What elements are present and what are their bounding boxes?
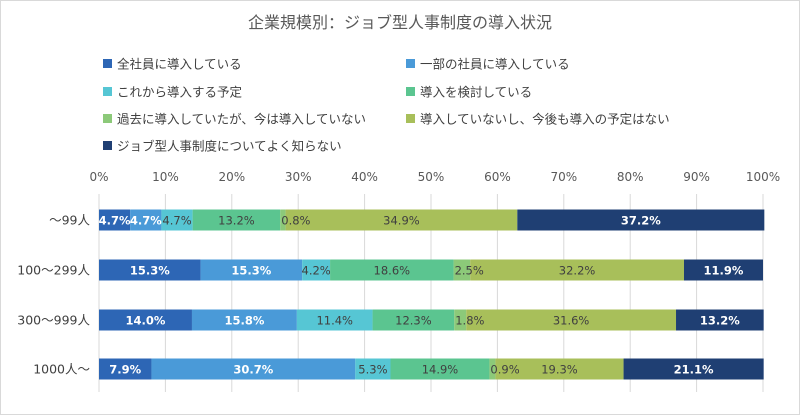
data-label: 15.3% <box>231 264 271 278</box>
x-tick-label: 100% <box>746 170 780 184</box>
data-label: 13.2% <box>700 314 740 328</box>
data-label: 15.3% <box>130 264 170 278</box>
legend-label: これから導入する予定 <box>117 85 242 100</box>
bar-segment <box>151 358 356 380</box>
bar-segment <box>453 259 471 281</box>
legend-swatch <box>406 114 415 123</box>
data-label: 21.1% <box>674 363 714 377</box>
data-label: 7.9% <box>109 363 141 377</box>
data-label: 14.9% <box>422 363 459 377</box>
category-label: 300〜999人 <box>17 313 90 328</box>
legend-swatch <box>103 59 112 68</box>
data-label: 11.9% <box>704 264 744 278</box>
data-label: 13.2% <box>218 214 255 228</box>
bar-segment <box>99 309 192 331</box>
legend-label: 過去に導入していたが、今は導入していない <box>117 112 366 127</box>
bar-segment <box>676 309 764 331</box>
x-tick-label: 70% <box>550 170 577 184</box>
x-tick-label: 60% <box>484 170 511 184</box>
data-label: 4.7% <box>99 214 131 228</box>
bar-segment <box>161 209 193 231</box>
bar-segment <box>191 309 297 331</box>
category-label: 1000人〜 <box>33 362 90 377</box>
x-tick-label: 40% <box>351 170 378 184</box>
bar-segment <box>130 209 162 231</box>
bar-segment <box>489 358 496 380</box>
bar-segment <box>99 209 131 231</box>
bar-segment <box>200 259 303 281</box>
data-labels: 4.7% 4.7% 4.7% 13.2% 0.8% 34.9% 37.2%15.3% 15.3… <box>99 214 744 377</box>
legend-swatch <box>103 114 112 123</box>
bar-segment <box>285 209 518 231</box>
x-tick-label: 80% <box>617 170 644 184</box>
data-label: 4.7% <box>130 214 162 228</box>
bar-segment <box>454 309 467 331</box>
legend-swatch <box>103 87 112 96</box>
data-label: 14.0% <box>126 314 166 328</box>
bar-segment <box>517 209 765 231</box>
data-label: 15.8% <box>224 314 264 328</box>
data-label: 30.7% <box>233 363 273 377</box>
chart-title: 企業規模別：ジョブ型人事制度の導入状況 <box>248 13 552 32</box>
y-axis-labels: 〜99人 100〜299人 300〜999人 1000人〜 <box>17 213 90 377</box>
category-label: 100〜299人 <box>17 263 90 278</box>
data-label: 18.6% <box>374 264 411 278</box>
legend-swatch <box>103 141 112 150</box>
bar-segment <box>302 259 331 281</box>
bar-segment <box>192 209 281 231</box>
data-label: 11.4% <box>316 314 353 328</box>
bar-segment <box>280 209 286 231</box>
bar-segment <box>683 259 763 281</box>
x-tick-label: 0% <box>89 170 108 184</box>
bar-segment <box>296 309 373 331</box>
x-tick-label: 30% <box>285 170 312 184</box>
data-label: 0.8% <box>281 214 310 228</box>
data-label: 0.9% <box>490 363 519 377</box>
legend-label: ジョブ型人事制度についてよく知らない <box>117 139 342 154</box>
bar-segment <box>99 358 152 380</box>
data-label: 4.2% <box>302 264 331 278</box>
legend-label: 全社員に導入している <box>117 57 242 72</box>
bars <box>99 209 765 380</box>
x-tick-label: 50% <box>418 170 445 184</box>
x-axis-ticks: 0% 10% 20% 30% 40% 50% 60% 70% 80% 90% 100% <box>89 170 780 184</box>
data-label: 1.8% <box>455 314 484 328</box>
bar-segment <box>495 358 624 380</box>
legend-label: 導入を検討している <box>420 85 532 100</box>
data-label: 19.3% <box>541 363 578 377</box>
data-label: 5.3% <box>358 363 387 377</box>
legend-label: 一部の社員に導入している <box>420 57 570 72</box>
x-tick-label: 10% <box>152 170 179 184</box>
legend-label: 導入していないし、今後も導入の予定はない <box>420 112 670 127</box>
data-label: 32.2% <box>559 264 596 278</box>
bar-segment <box>470 259 684 281</box>
data-label: 4.7% <box>162 214 191 228</box>
data-label: 12.3% <box>395 314 432 328</box>
bar-segment <box>466 309 677 331</box>
bar-segment <box>372 309 455 331</box>
x-tick-label: 20% <box>218 170 245 184</box>
bar-segment <box>330 259 454 281</box>
bar-segment <box>623 358 764 380</box>
category-label: 〜99人 <box>49 213 90 228</box>
data-label: 34.9% <box>383 214 420 228</box>
bar-segment <box>99 259 201 281</box>
x-tick-label: 90% <box>683 170 710 184</box>
data-label: 31.6% <box>553 314 590 328</box>
data-label: 2.5% <box>455 264 484 278</box>
legend-swatch <box>406 59 415 68</box>
bar-segment <box>390 358 490 380</box>
legend-swatch <box>406 87 415 96</box>
data-label: 37.2% <box>621 214 661 228</box>
bar-segment <box>355 358 391 380</box>
